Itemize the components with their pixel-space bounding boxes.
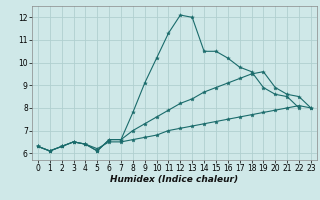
X-axis label: Humidex (Indice chaleur): Humidex (Indice chaleur) <box>110 175 238 184</box>
